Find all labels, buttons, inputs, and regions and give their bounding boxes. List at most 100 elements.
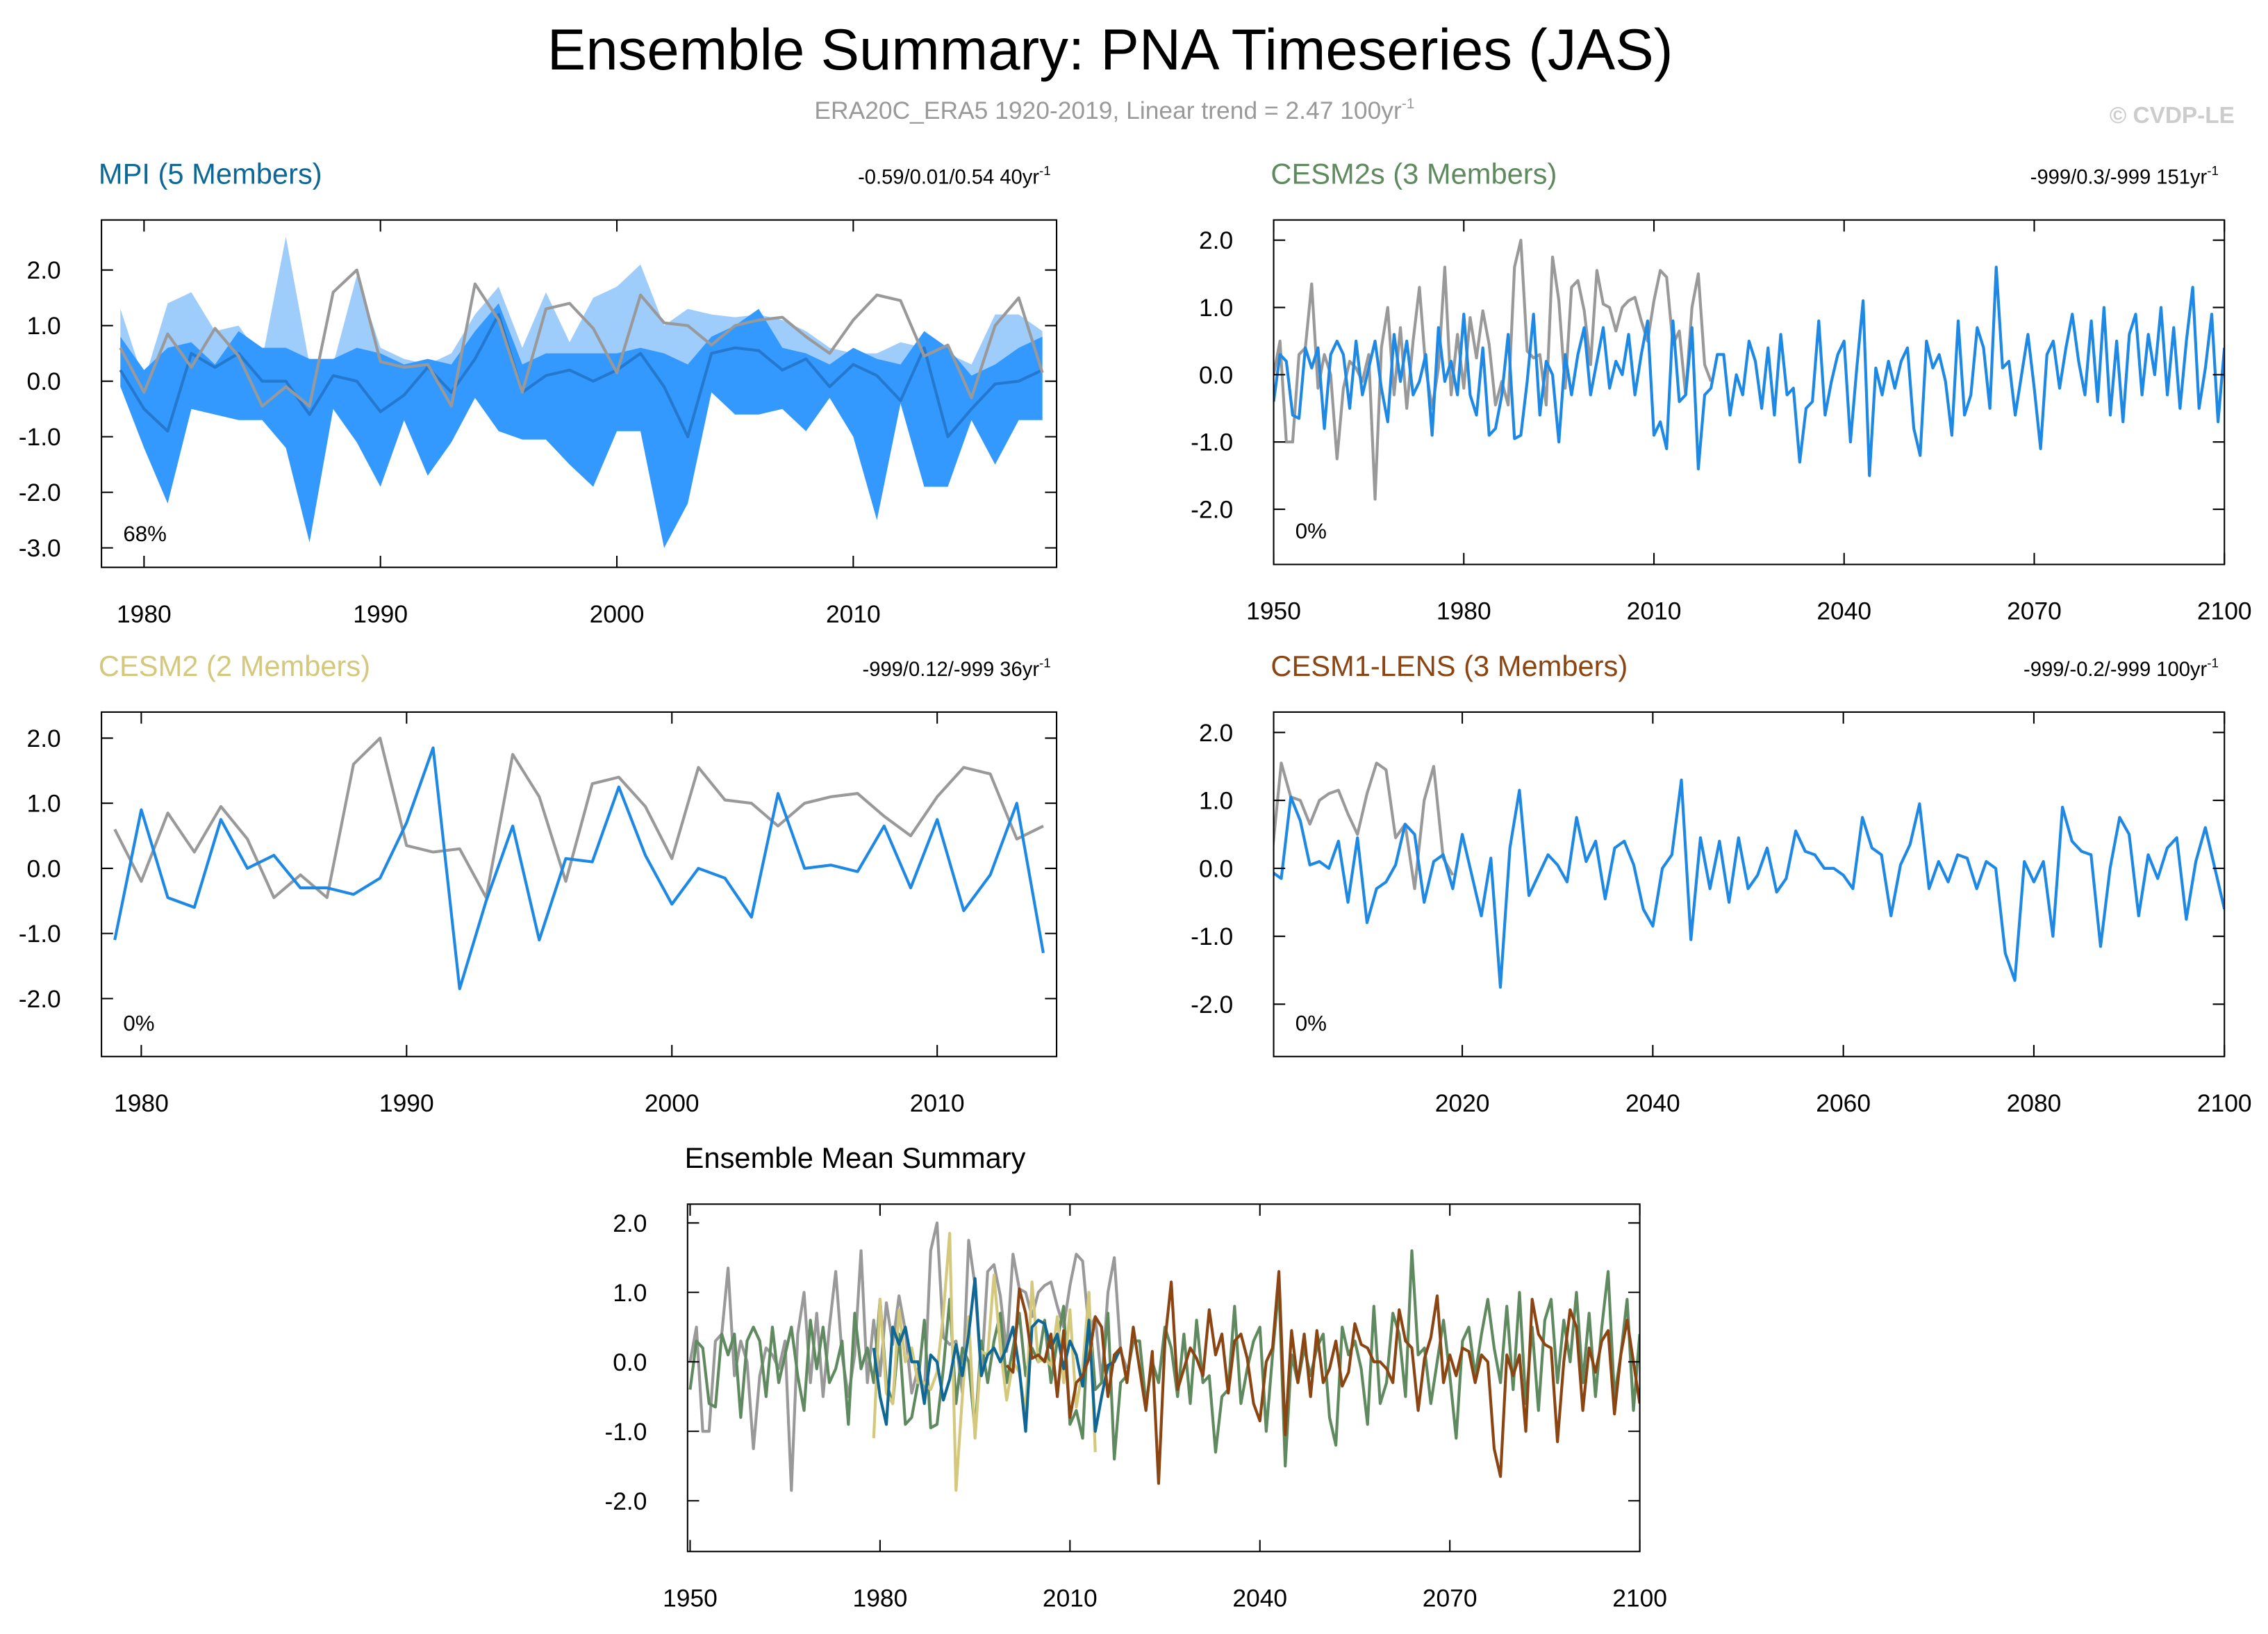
x-tick-label: 2060	[1816, 1089, 1871, 1117]
x-tick-label: 2000	[590, 600, 645, 628]
panel: MPI (5 Members) -0.59/0.01/0.54 40yr-1 198…	[19, 158, 1058, 628]
x-tick-label: 2100	[2197, 1089, 2252, 1117]
series-line	[119, 313, 1043, 438]
subtitle-text: ERA20C_ERA5 1920-2019, Linear trend = 2.…	[814, 97, 1402, 124]
plot-frame	[686, 1203, 1641, 1553]
y-tick-label: -3.0	[19, 534, 61, 562]
x-tick-label: 2010	[826, 600, 881, 628]
series-line	[113, 746, 1045, 991]
percent-annotation: 0%	[1296, 1011, 1327, 1035]
x-tick-label: 1990	[379, 1089, 434, 1117]
x-tick-label: 1980	[114, 1089, 169, 1117]
series-line	[1005, 1270, 1640, 1485]
x-tick-label: 1980	[117, 600, 172, 628]
x-tick-label: 2040	[1625, 1089, 1680, 1117]
series-line	[113, 736, 1044, 900]
panel-stats: -999/0.12/-999 36yr-1	[863, 655, 1051, 680]
panel: CESM1-LENS (3 Members) -999/-0.2/-999 100…	[1191, 650, 2251, 1117]
y-tick-label: -2.0	[1191, 991, 1233, 1018]
y-tick-label: 2.0	[1199, 226, 1233, 254]
panel: CESM2 (2 Members) -999/0.12/-999 36yr-1 19…	[19, 650, 1058, 1117]
main-title: Ensemble Summary: PNA Timeseries (JAS)	[547, 17, 1673, 82]
plot-area	[688, 1221, 1640, 1492]
stats-text: -999/0.12/-999 36yr	[863, 659, 1040, 681]
y-tick-label: 1.0	[1199, 787, 1233, 815]
plot-area	[1273, 761, 2225, 989]
y-tick-label: 2.0	[27, 725, 61, 752]
x-tick-label: 2040	[1816, 597, 1871, 625]
y-tick-label: -1.0	[19, 920, 61, 948]
x-tick-label: 2100	[1612, 1584, 1667, 1612]
y-tick-label: 2.0	[1199, 719, 1233, 747]
plot-area	[119, 236, 1044, 548]
stats-text: -999/0.3/-999 151yr	[2030, 167, 2208, 189]
subtitle-sup: -1	[1402, 96, 1415, 112]
x-tick-label: 2010	[1627, 597, 1682, 625]
percent-annotation: 0%	[123, 1011, 154, 1035]
series-line	[1273, 761, 1455, 891]
x-tick-label: 1950	[663, 1584, 718, 1612]
panel-title: Ensemble Mean Summary	[685, 1141, 1026, 1174]
y-tick-label: 1.0	[1199, 294, 1233, 322]
y-tick-label: 0.0	[27, 368, 61, 395]
panel: CESM2s (3 Members) -999/0.3/-999 151yr-1 1…	[1191, 158, 2251, 625]
x-tick-label: 2100	[2197, 597, 2252, 625]
panel-title: CESM2s (3 Members)	[1270, 158, 1557, 190]
series-line	[872, 1277, 1123, 1433]
series-line	[119, 268, 1044, 408]
x-tick-label: 2040	[1232, 1584, 1287, 1612]
series-line	[1273, 265, 2225, 477]
credit: © CVDP-LE	[2110, 103, 2235, 129]
stats-sup: -1	[1039, 655, 1051, 670]
y-tick-label: -2.0	[19, 985, 61, 1013]
y-tick-label: 0.0	[27, 855, 61, 882]
y-tick-label: 1.0	[27, 312, 61, 340]
panel: Ensemble Mean Summary 1950 1980 2010 2040 207…	[604, 1141, 1667, 1612]
panel-title: MPI (5 Members)	[99, 158, 322, 190]
y-tick-label: -1.0	[604, 1418, 647, 1446]
x-tick-label: 2010	[1043, 1584, 1098, 1612]
panel-stats: -0.59/0.01/0.54 40yr-1	[858, 163, 1051, 188]
x-tick-label: 2010	[910, 1089, 965, 1117]
plot-frame	[101, 219, 1058, 568]
y-tick-label: 0.0	[1199, 855, 1233, 882]
plot-area	[113, 736, 1045, 991]
stats-text: -999/-0.2/-999 100yr	[2023, 659, 2207, 681]
x-tick-label: 2000	[645, 1089, 700, 1117]
plot-frame	[1273, 711, 2226, 1057]
stats-text: -0.59/0.01/0.54 40yr	[858, 167, 1039, 189]
x-tick-label: 1980	[1437, 597, 1491, 625]
series-line	[1273, 238, 1713, 501]
x-tick-label: 2020	[1435, 1089, 1490, 1117]
y-tick-label: -1.0	[1191, 923, 1233, 950]
plot-frame	[1273, 219, 2226, 566]
subtitle: ERA20C_ERA5 1920-2019, Linear trend = 2.…	[814, 96, 1414, 124]
percent-annotation: 68%	[123, 522, 167, 546]
panel-stats: -999/0.3/-999 151yr-1	[2030, 163, 2219, 188]
percent-annotation: 0%	[1296, 519, 1327, 543]
panel-stats: -999/-0.2/-999 100yr-1	[2023, 655, 2219, 680]
y-tick-label: -2.0	[1191, 496, 1233, 524]
x-tick-label: 1980	[853, 1584, 908, 1612]
plot-area	[1273, 238, 2225, 501]
y-tick-label: 2.0	[27, 256, 61, 284]
stats-sup: -1	[1039, 163, 1051, 178]
plot-frame	[101, 711, 1058, 1057]
x-tick-label: 2070	[2007, 597, 2062, 625]
y-tick-label: -2.0	[604, 1487, 647, 1515]
panel-title: CESM1-LENS (3 Members)	[1270, 650, 1628, 682]
y-tick-label: -1.0	[19, 423, 61, 451]
x-tick-label: 1950	[1246, 597, 1301, 625]
y-tick-label: 0.0	[613, 1348, 647, 1376]
y-tick-label: 2.0	[613, 1210, 647, 1237]
stats-sup: -1	[2207, 163, 2219, 178]
y-tick-label: 1.0	[613, 1279, 647, 1307]
series-line	[688, 1249, 1640, 1468]
x-tick-label: 2080	[2007, 1089, 2062, 1117]
panel-title: CESM2 (2 Members)	[99, 650, 370, 682]
x-tick-label: 1990	[353, 600, 408, 628]
y-tick-label: -2.0	[19, 479, 61, 506]
x-tick-label: 2070	[1423, 1584, 1477, 1612]
